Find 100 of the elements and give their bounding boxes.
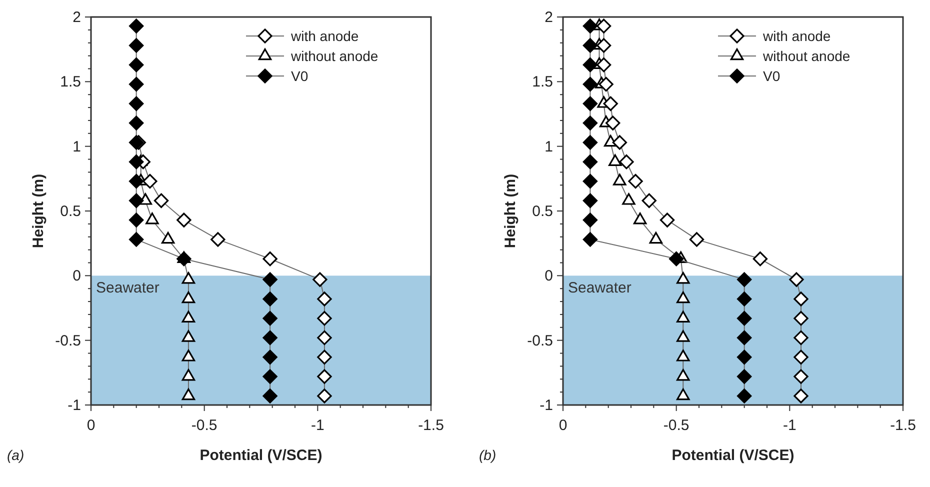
y-tick-label: 1.5 (532, 74, 553, 91)
y-axis-title: Height (m) (502, 174, 519, 248)
point (210, 232, 226, 247)
point (582, 154, 598, 170)
x-tick-label: -0.5 (663, 417, 690, 434)
point (262, 388, 278, 404)
point (582, 193, 598, 208)
point (689, 232, 704, 247)
point (129, 193, 144, 208)
point (146, 212, 159, 224)
point (129, 76, 144, 92)
point (129, 18, 144, 34)
point (737, 272, 752, 287)
point (676, 330, 690, 342)
point (676, 388, 690, 400)
point (129, 212, 144, 228)
legend-label: V0 (291, 68, 308, 84)
y-axis-title: Height (m) (30, 174, 47, 248)
legend-label: with anode (290, 28, 359, 44)
point (794, 369, 808, 384)
y-tick-label: -0.5 (55, 332, 81, 350)
y-tick-label: 0 (72, 268, 81, 285)
point (794, 388, 808, 404)
point (676, 291, 690, 304)
point (622, 193, 636, 205)
point (582, 212, 598, 228)
point (582, 96, 598, 111)
point (596, 18, 612, 34)
point (794, 292, 808, 306)
point (317, 369, 332, 384)
x-tick-label: -1 (782, 417, 796, 434)
point (582, 116, 598, 130)
band-label: Seawater (96, 280, 160, 297)
y-tick-label: 1 (72, 138, 81, 156)
y-tick-label: 1.5 (60, 74, 81, 91)
point (154, 193, 169, 208)
point (582, 38, 598, 53)
y-tick-label: 0 (544, 268, 553, 285)
point (596, 58, 612, 72)
band-label: Seawater (568, 280, 632, 297)
x-tick-label: -0.5 (191, 417, 218, 434)
point (262, 252, 278, 266)
legend-label: V0 (763, 68, 780, 84)
point (262, 272, 278, 287)
point (676, 350, 690, 362)
point (161, 232, 175, 244)
point (176, 212, 192, 228)
x-tick-label: -1.5 (890, 417, 916, 434)
legend-label: without anode (762, 48, 850, 64)
point (628, 174, 643, 189)
point (606, 116, 620, 130)
point (182, 310, 196, 323)
text: (a) (7, 447, 24, 463)
point (262, 369, 278, 384)
point (176, 252, 192, 266)
point (182, 388, 196, 400)
point (182, 369, 196, 381)
y-tick-label: 0.5 (60, 203, 81, 220)
point (129, 232, 144, 247)
y-tick-label: 0.5 (532, 203, 553, 220)
point (129, 116, 144, 130)
point (737, 330, 752, 346)
point (317, 292, 332, 306)
point (182, 350, 196, 362)
point (649, 232, 663, 244)
point (317, 330, 332, 346)
point (129, 96, 144, 111)
point (317, 311, 332, 326)
point (794, 311, 808, 326)
point (676, 310, 690, 323)
x-tick-label: 0 (86, 417, 96, 434)
point (737, 350, 752, 364)
point (737, 388, 752, 404)
point (129, 58, 144, 72)
point (582, 174, 598, 189)
point (598, 76, 614, 92)
y-tick-label: 2 (544, 9, 553, 26)
x-tick-label: -1 (310, 417, 324, 434)
point (619, 154, 634, 170)
point (669, 252, 684, 266)
text: (b) (479, 447, 496, 463)
y-tick-label: -1 (540, 397, 553, 414)
point (737, 311, 752, 326)
point (737, 369, 752, 384)
y-tick-label: -0.5 (527, 332, 553, 350)
point (582, 76, 598, 92)
point (262, 350, 278, 364)
point (794, 350, 808, 364)
point (596, 38, 612, 53)
point (182, 330, 196, 342)
point (789, 272, 804, 287)
point (660, 212, 675, 228)
point (582, 18, 598, 34)
point (676, 369, 690, 381)
y-tick-label: 2 (72, 9, 81, 26)
legend-label: with anode (762, 28, 831, 44)
y-tick-label: -1 (68, 397, 81, 414)
point (608, 154, 622, 166)
point (262, 330, 278, 346)
point (262, 311, 278, 326)
